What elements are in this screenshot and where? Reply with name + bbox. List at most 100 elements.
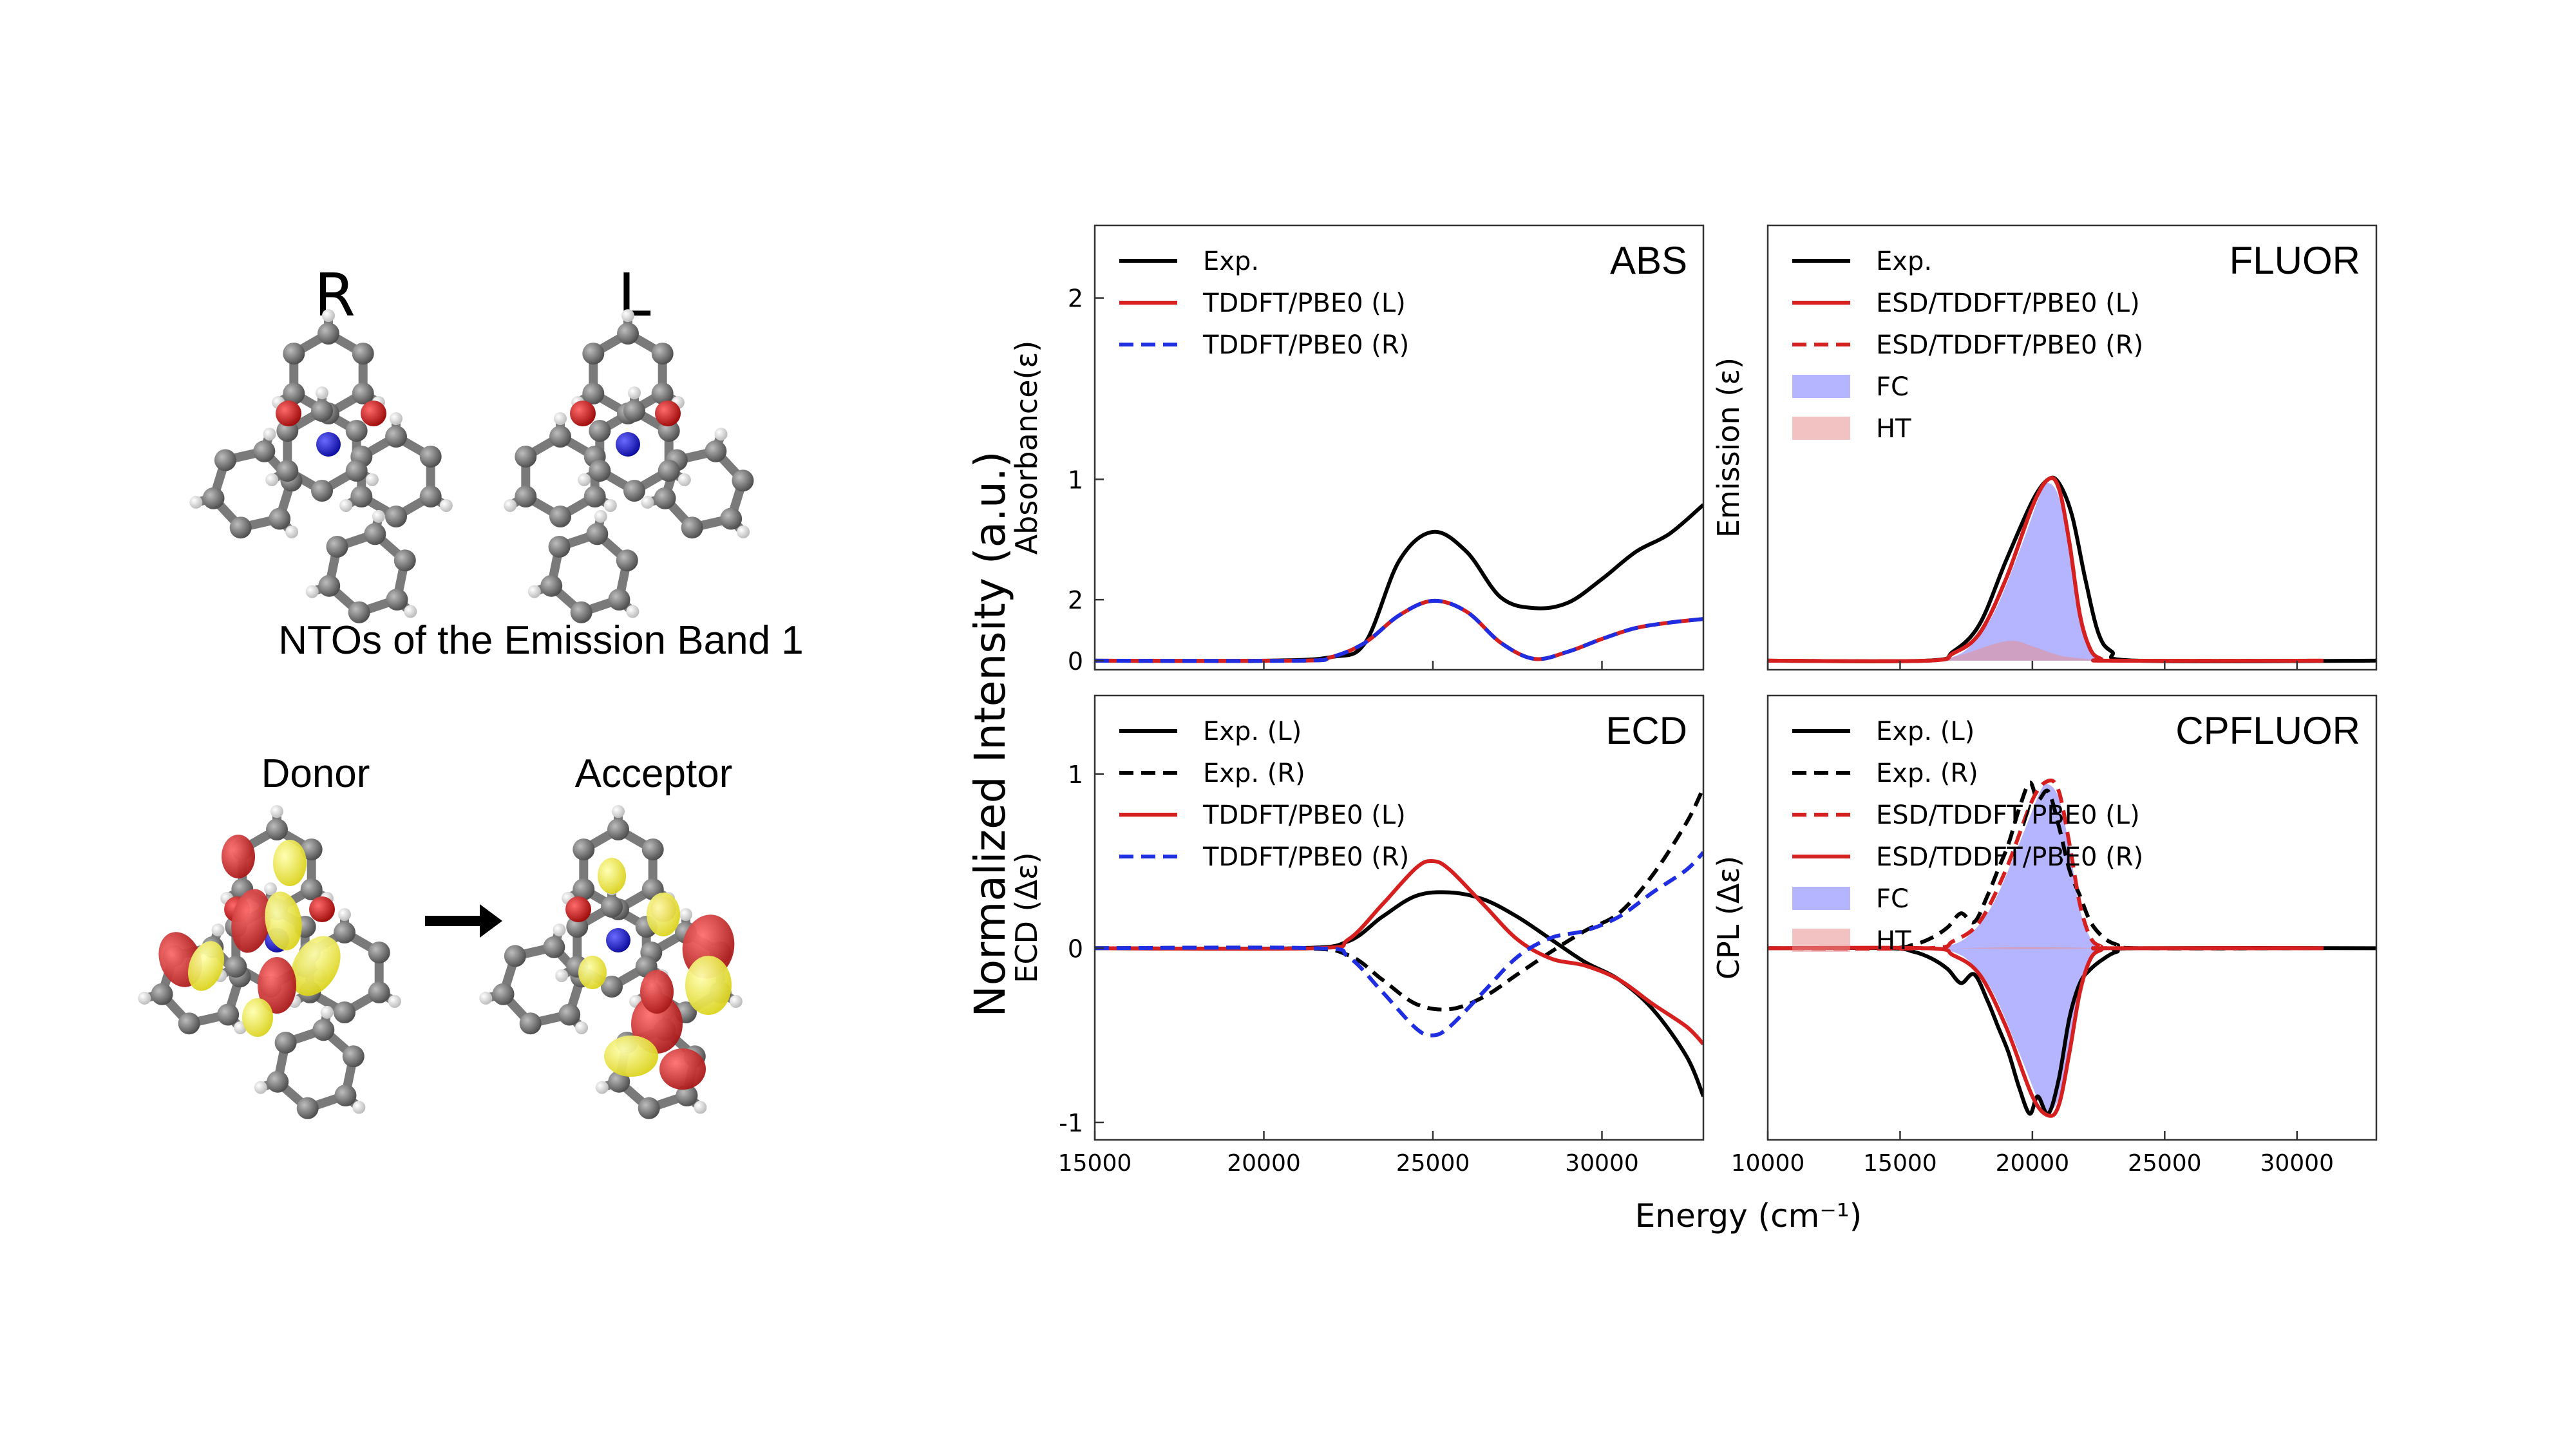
abs-legend-label: TDDFT/PBE0 (L) (1202, 289, 1406, 318)
mol-r-hydrogen-atom (285, 525, 299, 538)
fluor-series-line-2 (1768, 476, 2324, 663)
nto-acceptor-oxygen-atom (565, 896, 591, 922)
nto-acceptor-hydrogen-atom (575, 1021, 589, 1034)
fluor-fill-fc (1940, 482, 2104, 661)
abs-series-line-0 (1095, 503, 1703, 663)
fluor-legend-label: ESD/TDDFT/PBE0 (L) (1876, 289, 2140, 318)
mol-l-carbon-atom (549, 426, 571, 448)
mol-l-carbon-atom (548, 535, 571, 558)
nto-donor-carbon-atom (368, 981, 390, 1003)
mol-r-carbon-atom (419, 446, 442, 468)
mol-r-carbon-atom (283, 383, 305, 404)
mol-l-carbon-atom (658, 460, 680, 482)
nto-acceptor-carbon-atom (573, 878, 595, 900)
nto-donor-hydrogen-atom (388, 994, 401, 1008)
cpfluor-legend-label: Exp. (R) (1876, 759, 1978, 788)
fluor-title: FLUOR (2230, 239, 2360, 282)
mol-l-hydrogen-atom (603, 498, 617, 512)
mol-r-carbon-atom (326, 535, 348, 558)
donor-orbital-structure (138, 805, 401, 1119)
enantiomer-label-r: R (314, 261, 355, 330)
cpfluor-xtick-label: 30000 (2260, 1150, 2334, 1177)
shared-ylabel: Normalized Intensity (a.u.) (965, 451, 1015, 1017)
cpfluor-series-line-1 (1768, 781, 2324, 951)
ecd-title: ECD (1605, 709, 1687, 752)
mol-r-carbon-atom (352, 383, 374, 404)
mol-l-carbon-atom (616, 549, 638, 572)
abs-ylabel: Absorbance(ε) (1009, 341, 1044, 555)
mol-l-carbon-atom (623, 400, 645, 422)
nto-donor-hydrogen-atom (264, 882, 277, 896)
nto-acceptor-red-lobe (659, 1048, 706, 1090)
mol-l-hydrogen-atom (737, 525, 750, 538)
mol-r-hydrogen-atom (372, 509, 385, 523)
molecule-l-structure (504, 309, 754, 623)
mol-r-hydrogen-atom (390, 412, 402, 426)
mol-r-carbon-atom (276, 460, 299, 482)
mol-r-hydrogen-atom (339, 498, 353, 512)
fluor-legend: Exp. ESD/TDDFT/PBE0 (L) ESD/TDDFT/PBE0 (R)… (1792, 247, 2143, 444)
mol-l-carbon-atom (549, 506, 571, 527)
nto-donor-carbon-atom (300, 878, 323, 900)
mol-r-carbon-atom (214, 449, 236, 471)
ecd-series-line-2 (1095, 858, 1703, 1046)
mol-l-hydrogen-atom (626, 605, 639, 618)
cpfluor-legend-swatch (1792, 929, 1850, 952)
nto-acceptor-hydrogen-atom (679, 908, 692, 922)
mol-r-carbon-atom (317, 323, 339, 345)
nto-donor-hydrogen-atom (254, 1081, 267, 1094)
mol-l-carbon-atom (732, 469, 754, 492)
mol-l-oxygen-atom (655, 401, 681, 426)
ecd-xtick-label: 25000 (1396, 1150, 1470, 1177)
mol-r-carbon-atom (229, 516, 252, 539)
nto-donor-carbon-atom (334, 1001, 355, 1023)
mol-r-hydrogen-atom (322, 309, 335, 323)
nto-acceptor-carbon-atom (601, 976, 623, 998)
nto-acceptor-hydrogen-atom (555, 969, 569, 982)
nto-donor-carbon-atom (225, 956, 247, 978)
nto-donor-carbon-atom (334, 922, 355, 943)
nto-acceptor-carbon-atom (573, 838, 595, 860)
nto-donor-red-lobe (231, 889, 271, 953)
cpfluor-series-line-0 (1768, 945, 2376, 1116)
nto-acceptor-yellow-lobe (578, 956, 607, 989)
mol-r-carbon-atom (348, 601, 370, 623)
ecd-legend-label: Exp. (R) (1203, 759, 1305, 788)
cpfluor-fill-ht-mirror (1953, 948, 2099, 949)
ecd-xtick-label: 20000 (1227, 1150, 1301, 1177)
mol-l-hydrogen-atom (641, 495, 654, 509)
mol-r-carbon-atom (386, 589, 408, 611)
mol-l-carbon-atom (705, 440, 727, 462)
mol-l-carbon-atom (582, 343, 605, 365)
mol-l-carbon-atom (583, 486, 606, 507)
ecd-xtick-label: 30000 (1565, 1150, 1639, 1177)
ecd-ytick-label: -1 (1059, 1109, 1083, 1137)
nto-donor-red-lobe (258, 957, 296, 1014)
nto-donor-hydrogen-atom (138, 991, 151, 1005)
mol-r-carbon-atom (311, 480, 333, 502)
mol-l-carbon-atom (515, 486, 537, 507)
cpfluor-legend-swatch (1792, 887, 1850, 910)
nto-acceptor-carbon-atom (638, 1097, 660, 1119)
ecd-series-line-3 (1095, 851, 1703, 1037)
nto-acceptor-carbon-atom (608, 1070, 630, 1093)
left-panel: R L NTOs of the Emission Band 1 Donor Ac… (138, 261, 804, 1119)
mol-r-carbon-atom (311, 400, 333, 422)
cpfluor-legend: Exp. (L) Exp. (R) ESD/TDDFT/PBE0 (L) ESD/TD… (1792, 717, 2143, 956)
mol-l-hydrogen-atom (594, 509, 607, 523)
nto-acceptor-hydrogen-atom (553, 923, 566, 937)
fluor-legend-swatch (1792, 417, 1850, 440)
nto-acceptor-yellow-lobe (685, 956, 732, 1015)
nto-acceptor-hydrogen-atom (595, 1081, 609, 1094)
abs-ytick-label: 0 (1068, 647, 1083, 676)
cpfluor-series-line-2 (1768, 778, 2324, 951)
abs-title: ABS (1610, 239, 1687, 282)
nto-donor-yellow-lobe (273, 840, 307, 886)
nto-acceptor-carbon-atom (519, 1012, 542, 1035)
donor-label: Donor (261, 752, 370, 796)
mol-l-carbon-atom (608, 589, 630, 611)
nto-title: NTOs of the Emission Band 1 (278, 618, 804, 663)
cpfluor-fill-fc-mirror (1940, 948, 2104, 1113)
nto-donor-yellow-lobe (290, 936, 341, 996)
